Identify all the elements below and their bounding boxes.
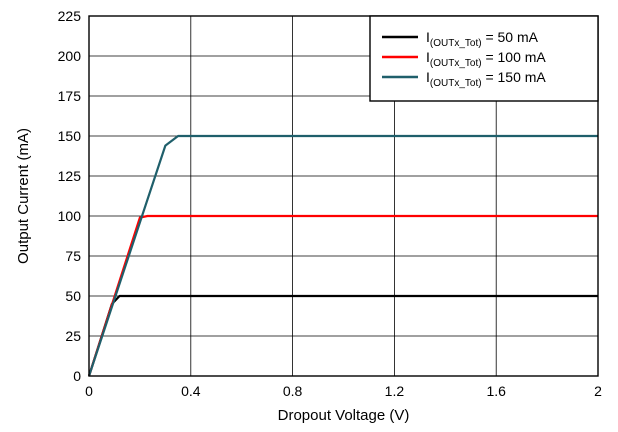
y-tick-label: 25 — [65, 328, 81, 344]
y-tick-label: 125 — [58, 168, 82, 184]
x-axis-title: Dropout Voltage (V) — [278, 407, 410, 424]
x-tick-label: 0.8 — [283, 383, 303, 399]
y-tick-label: 200 — [58, 48, 82, 64]
y-tick-label: 100 — [58, 208, 82, 224]
legend-label-2: I(OUTx_Tot) = 100 mA — [426, 49, 546, 69]
x-tick-label: 1.2 — [385, 383, 405, 399]
legend: I(OUTx_Tot) = 50 mAI(OUTx_Tot) = 100 mAI… — [369, 15, 599, 102]
y-tick-label: 150 — [58, 128, 82, 144]
y-axis-title: Output Current (mA) — [15, 128, 32, 264]
x-tick-label: 0 — [85, 383, 93, 399]
x-tick-label: 2 — [594, 383, 602, 399]
tick-labels: 0 0.4 0.8 1.2 1.6 2 0 25 50 75 100 125 150 175 200 225 — [58, 8, 602, 399]
x-tick-label: 0.4 — [181, 383, 201, 399]
series-line-3 — [87, 134, 598, 377]
series-lines — [87, 134, 598, 377]
y-tick-label: 50 — [65, 288, 81, 304]
legend-label-1: I(OUTx_Tot) = 50 mA — [426, 29, 539, 49]
legend-box — [369, 15, 599, 102]
y-tick-label: 225 — [58, 8, 82, 24]
plot-frame — [88, 15, 599, 377]
y-tick-label: 75 — [65, 248, 81, 264]
legend-label-3: I(OUTx_Tot) = 150 mA — [426, 69, 546, 89]
y-tick-label: 0 — [73, 368, 81, 384]
y-tick-label: 175 — [58, 88, 82, 104]
legend-items: I(OUTx_Tot) = 50 mAI(OUTx_Tot) = 100 mAI… — [382, 29, 546, 89]
x-tick-label: 1.6 — [486, 383, 506, 399]
